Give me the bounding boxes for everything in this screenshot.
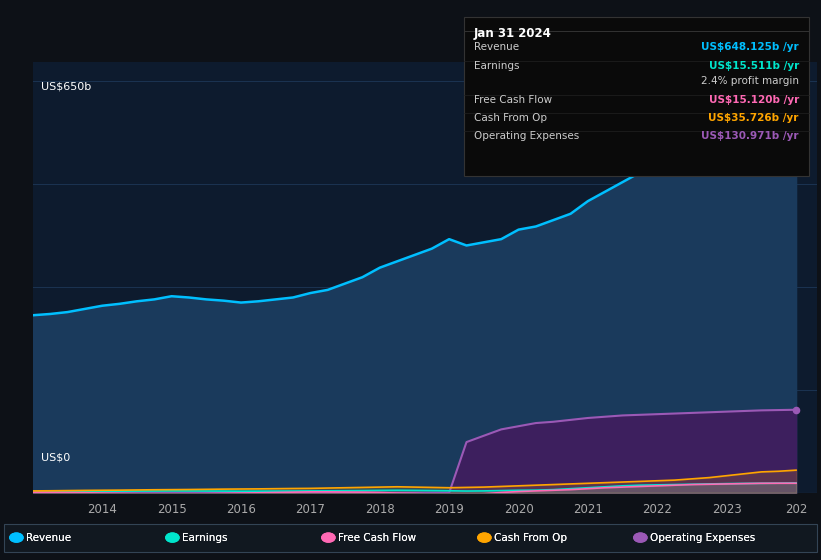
- Text: Cash From Op: Cash From Op: [494, 533, 567, 543]
- Text: Operating Expenses: Operating Expenses: [650, 533, 755, 543]
- Text: US$650b: US$650b: [41, 81, 91, 91]
- Point: [790, 77, 803, 86]
- Text: US$15.120b /yr: US$15.120b /yr: [709, 95, 799, 105]
- Text: US$130.971b /yr: US$130.971b /yr: [701, 131, 799, 141]
- Text: US$35.726b /yr: US$35.726b /yr: [709, 113, 799, 123]
- Text: Free Cash Flow: Free Cash Flow: [474, 95, 552, 105]
- Text: Earnings: Earnings: [182, 533, 227, 543]
- Text: US$648.125b /yr: US$648.125b /yr: [701, 43, 799, 53]
- Text: Cash From Op: Cash From Op: [494, 533, 567, 543]
- Text: US$0: US$0: [41, 452, 70, 463]
- Text: Operating Expenses: Operating Expenses: [474, 131, 579, 141]
- Text: Revenue: Revenue: [474, 43, 519, 53]
- Text: Free Cash Flow: Free Cash Flow: [338, 533, 416, 543]
- Text: Cash From Op: Cash From Op: [474, 113, 547, 123]
- Text: Revenue: Revenue: [26, 533, 71, 543]
- Point: [790, 405, 803, 414]
- Text: Revenue: Revenue: [26, 533, 71, 543]
- Text: 2.4% profit margin: 2.4% profit margin: [701, 77, 799, 86]
- Text: Free Cash Flow: Free Cash Flow: [338, 533, 416, 543]
- Text: Operating Expenses: Operating Expenses: [650, 533, 755, 543]
- Text: Earnings: Earnings: [474, 60, 519, 71]
- Text: US$15.511b /yr: US$15.511b /yr: [709, 60, 799, 71]
- Text: Jan 31 2024: Jan 31 2024: [474, 27, 552, 40]
- Text: Earnings: Earnings: [182, 533, 227, 543]
